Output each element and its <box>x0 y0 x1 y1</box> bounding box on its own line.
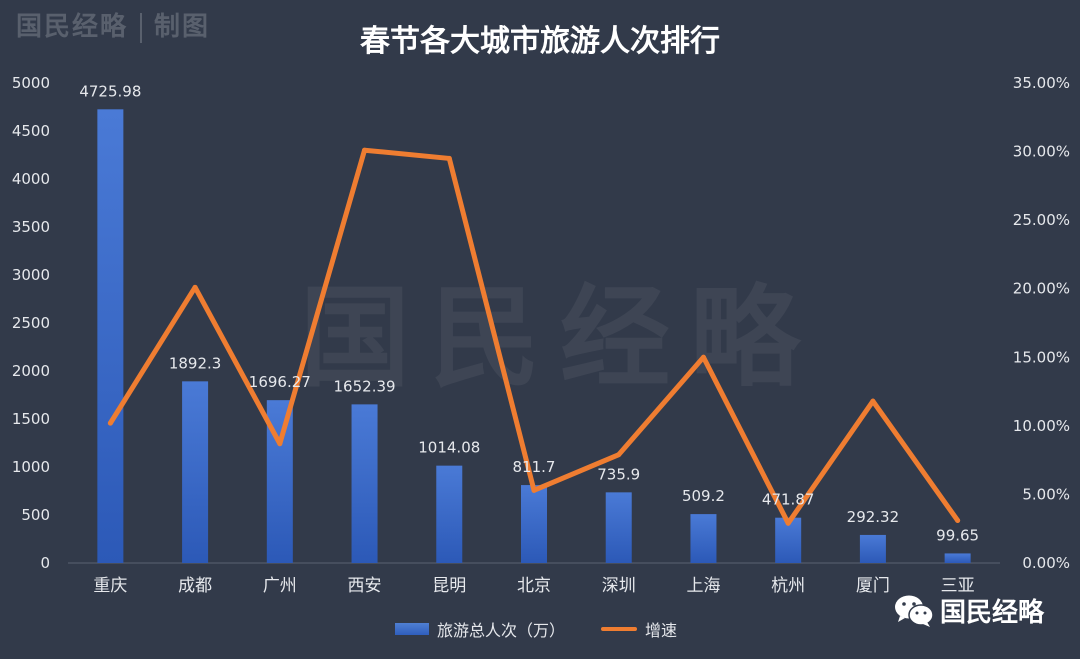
bar <box>859 534 886 563</box>
y-left-tick-label: 4000 <box>12 170 50 188</box>
y-left-tick-label: 3000 <box>12 266 50 284</box>
y-right-tick-label: 20.00% <box>1013 280 1070 298</box>
growth-point <box>362 147 368 153</box>
legend-bar-swatch <box>395 623 429 635</box>
bar-value-label: 1014.08 <box>418 439 480 457</box>
bar-value-label: 735.9 <box>597 465 640 483</box>
bar <box>436 465 463 563</box>
bar <box>97 109 124 564</box>
brand-divider <box>140 13 143 43</box>
x-tick-label: 深圳 <box>602 576 636 596</box>
growth-point <box>785 520 791 526</box>
x-tick-label: 西安 <box>348 576 382 596</box>
y-left-tick-label: 0 <box>40 554 50 572</box>
growth-point <box>531 487 537 493</box>
bar-value-label: 509.2 <box>682 487 725 505</box>
y-left-tick-label: 1000 <box>12 458 50 476</box>
wechat-icon <box>894 594 934 628</box>
bar-value-label: 1652.39 <box>334 377 396 395</box>
legend-line-swatch <box>601 627 638 631</box>
brand-tag: 制图 <box>154 12 211 42</box>
bar <box>690 514 717 563</box>
bar-value-label: 292.32 <box>847 508 900 526</box>
x-tick-label: 重庆 <box>93 576 127 596</box>
x-tick-label: 昆明 <box>432 576 466 596</box>
y-left-tick-label: 4500 <box>12 122 50 140</box>
x-tick-label: 成都 <box>178 576 212 596</box>
bar-value-label: 4725.98 <box>79 82 141 100</box>
y-left-tick-label: 500 <box>21 506 50 524</box>
brand-name: 国民经略 <box>16 12 129 42</box>
wechat-brand-name: 国民经略 <box>940 598 1045 628</box>
y-right-tick-label: 5.00% <box>1022 485 1070 503</box>
bar <box>605 492 632 563</box>
x-tick-label: 杭州 <box>771 576 805 596</box>
y-right-tick-label: 15.00% <box>1013 348 1070 366</box>
growth-point <box>192 284 198 290</box>
bar-value-label: 99.65 <box>936 526 979 544</box>
bar-value-label: 1892.3 <box>169 354 222 372</box>
y-left-tick-label: 2500 <box>12 314 50 332</box>
chart-title: 春节各大城市旅游人次排行 <box>360 24 720 59</box>
growth-point <box>107 420 113 426</box>
x-tick-label: 上海 <box>686 576 720 596</box>
y-left-tick-label: 1500 <box>12 410 50 428</box>
y-left-tick-label: 5000 <box>12 74 50 92</box>
y-left-tick-label: 3500 <box>12 218 50 236</box>
y-right-tick-label: 10.00% <box>1013 417 1070 435</box>
legend-line-label: 增速 <box>645 621 678 640</box>
y-right-tick-label: 0.00% <box>1022 554 1070 572</box>
growth-point <box>446 155 452 161</box>
bar <box>944 553 971 563</box>
wechat-brand: 国民经略 <box>894 592 1044 629</box>
y-right-tick-label: 30.00% <box>1013 143 1070 161</box>
y-right-tick-label: 35.00% <box>1013 74 1070 92</box>
growth-point <box>955 517 961 523</box>
y-left-tick-label: 2000 <box>12 362 50 380</box>
growth-point <box>870 398 876 404</box>
growth-point <box>277 441 283 447</box>
legend-bar-label: 旅游总人次（万） <box>437 621 566 640</box>
bar-value-label: 471.87 <box>762 491 815 509</box>
y-right-tick-label: 25.00% <box>1013 211 1070 229</box>
x-tick-label: 北京 <box>517 576 551 596</box>
bar <box>351 404 378 563</box>
x-tick-label: 厦门 <box>856 576 890 596</box>
bar <box>521 485 547 563</box>
bar-value-label: 1696.27 <box>249 373 311 391</box>
brand-header: 国民经略 制图 <box>16 6 210 43</box>
x-tick-label: 广州 <box>263 576 297 596</box>
bar <box>182 381 209 563</box>
x-tick-label: 三亚 <box>941 576 975 596</box>
growth-point <box>616 452 622 458</box>
chart-legend: 旅游总人次（万） 增速 <box>395 617 677 641</box>
bar-value-label: 811.7 <box>513 458 556 476</box>
growth-point <box>700 354 706 360</box>
